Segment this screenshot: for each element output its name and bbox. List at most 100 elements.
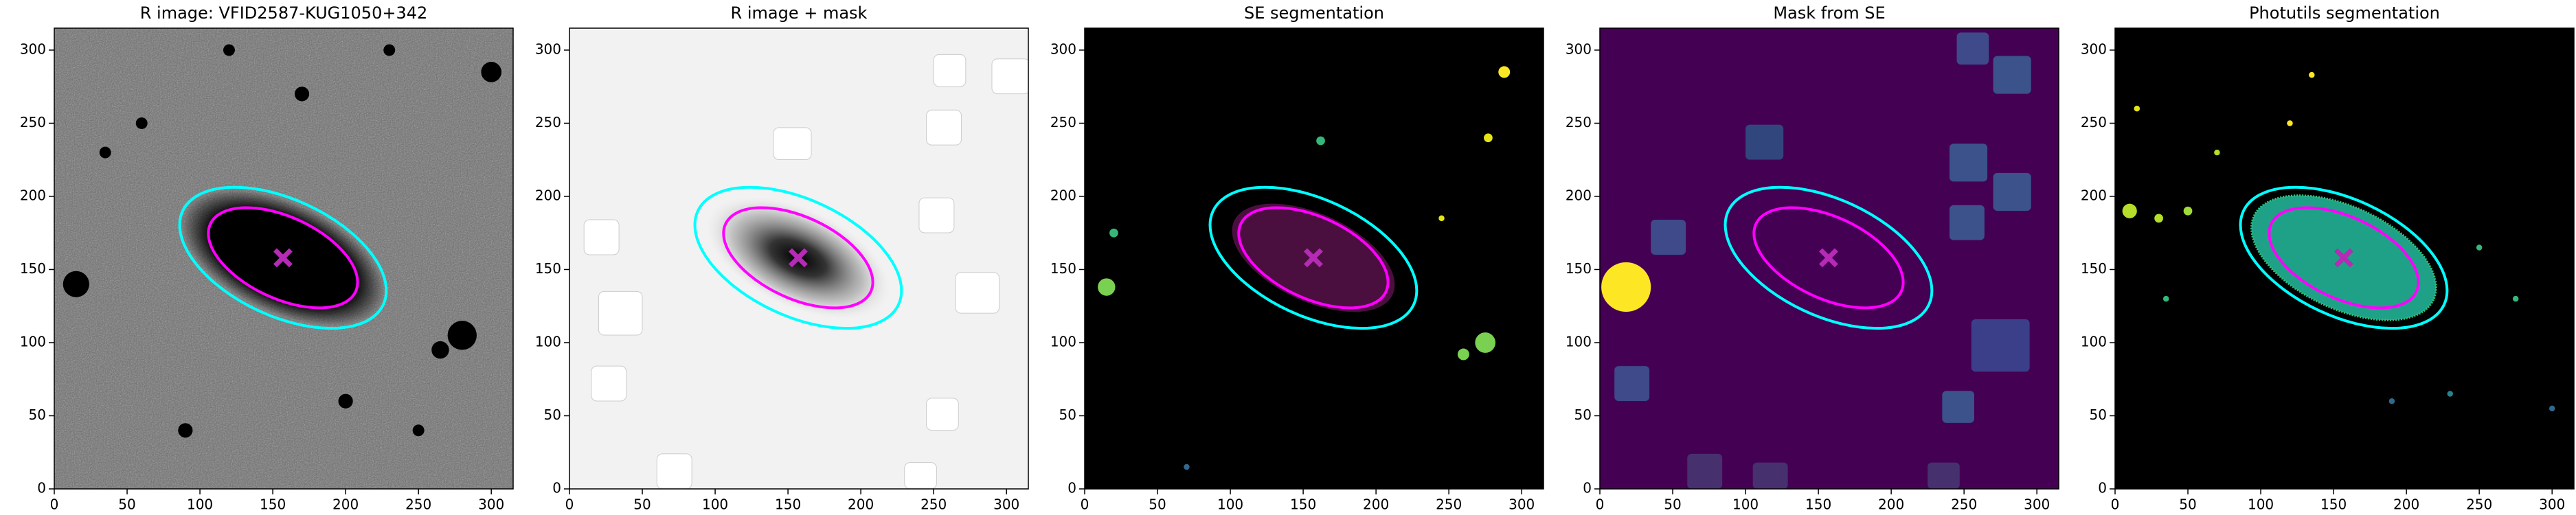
y-tick-label: 0	[552, 480, 561, 496]
mask-box	[904, 462, 937, 489]
segment	[2154, 214, 2163, 223]
x-tick-label: 0	[2111, 496, 2120, 513]
mask-box	[933, 54, 967, 87]
y-tick-label: 50	[544, 407, 561, 423]
x-tick-label: 50	[1149, 496, 1166, 513]
aperture-ellipse	[207, 206, 359, 310]
mask-box	[1993, 56, 2031, 94]
aperture-ellipse	[2239, 185, 2449, 330]
source	[338, 393, 353, 409]
x-tick-label: 50	[1664, 496, 1681, 513]
source	[383, 44, 396, 56]
source	[481, 62, 502, 82]
y-tick-label: 50	[1574, 407, 1592, 423]
y-tick-label: 300	[535, 41, 561, 57]
source	[99, 146, 111, 159]
center-marker	[788, 248, 808, 268]
x-tick-label: 50	[633, 496, 651, 513]
segment	[1438, 215, 1445, 222]
aperture-ellipse	[693, 185, 903, 330]
mask-box	[926, 398, 959, 431]
mask-box	[1949, 144, 1988, 182]
segment	[2549, 405, 2555, 412]
segment	[1184, 464, 1190, 470]
source	[431, 341, 449, 359]
x-tick-label: 0	[1081, 496, 1089, 513]
segment	[2183, 206, 2193, 216]
x-tick-label: 300	[2539, 496, 2565, 513]
y-tick-label: 300	[1050, 41, 1076, 57]
x-tick-label: 250	[2466, 496, 2492, 513]
image	[54, 28, 513, 489]
source	[447, 321, 477, 350]
image	[1085, 28, 1544, 489]
y-tick-label: 150	[20, 260, 46, 277]
x-tick-label: 300	[993, 496, 1019, 513]
y-tick-label: 300	[2081, 41, 2107, 57]
y-tick-label: 100	[20, 333, 46, 350]
x-tick-label: 0	[565, 496, 574, 513]
panel: R image + mask 0 50 100 150 200 250 300 0 50 100 15…	[535, 3, 1029, 513]
x-tick-label: 100	[1217, 496, 1243, 513]
mask-box	[1949, 205, 1985, 240]
image	[2115, 28, 2574, 489]
panel-title: R image + mask	[731, 3, 868, 23]
aperture-ellipse	[178, 185, 388, 330]
mask-box	[1614, 366, 1650, 401]
axes-frame	[1599, 27, 2059, 490]
segment	[1098, 278, 1116, 296]
x-tick-label: 100	[1732, 496, 1759, 513]
x-tick-label: 0	[1596, 496, 1605, 513]
y-tick-label: 250	[1566, 114, 1592, 130]
source	[223, 44, 235, 56]
segment	[2214, 149, 2220, 156]
x-tick-label: 250	[405, 496, 431, 513]
y-tick-label: 150	[535, 260, 561, 277]
x-tick-label: 200	[332, 496, 359, 513]
mask-box	[773, 127, 812, 161]
x-tick-label: 150	[2320, 496, 2347, 513]
segment	[2309, 71, 2315, 78]
image	[569, 28, 1028, 489]
segment	[2162, 295, 2169, 302]
aperture-ellipse	[2268, 206, 2420, 310]
mask-blob	[1601, 262, 1651, 312]
y-tick-label: 100	[2081, 333, 2107, 350]
y-tick-label: 150	[2081, 260, 2107, 277]
center-marker	[1818, 248, 1838, 268]
x-tick-label: 300	[2024, 496, 2050, 513]
source	[63, 271, 89, 297]
mask-box	[598, 290, 643, 336]
x-tick-label: 100	[702, 496, 728, 513]
panel: R image: VFID2587-KUG1050+342 0 50 100 150 20…	[20, 3, 514, 513]
panel: Photutils segmentation 0 50 100 150 200 250 300…	[2081, 3, 2575, 513]
segment	[1109, 228, 1118, 238]
aperture-ellipse	[1237, 206, 1390, 310]
segment	[1457, 348, 1469, 360]
aperture-ellipse	[1752, 206, 1905, 310]
image	[1600, 28, 2059, 489]
panel-title: SE segmentation	[1244, 3, 1384, 23]
segment	[2476, 244, 2483, 251]
segment	[1498, 66, 1511, 78]
y-tick-label: 200	[1566, 187, 1592, 203]
mask-box	[1942, 391, 1975, 423]
segment	[1475, 332, 1496, 353]
segment	[2512, 295, 2519, 302]
mask-box	[991, 58, 1028, 95]
mask-box	[1687, 453, 1723, 489]
axes-frame	[54, 27, 514, 490]
segment	[2287, 120, 2293, 126]
axes-frame	[569, 27, 1029, 490]
x-tick-label: 200	[2393, 496, 2419, 513]
segment	[1316, 136, 1325, 146]
y-tick-label: 200	[1050, 187, 1076, 203]
center-marker	[2334, 248, 2353, 268]
x-tick-label: 150	[1290, 496, 1316, 513]
mask-box	[1993, 172, 2031, 211]
panel: Mask from SE 0 50 100 150 200 250 300 0 50 100 150 2…	[1566, 3, 2059, 513]
y-tick-label: 0	[1067, 480, 1076, 496]
aperture-ellipse	[722, 206, 874, 310]
x-tick-label: 200	[848, 496, 874, 513]
